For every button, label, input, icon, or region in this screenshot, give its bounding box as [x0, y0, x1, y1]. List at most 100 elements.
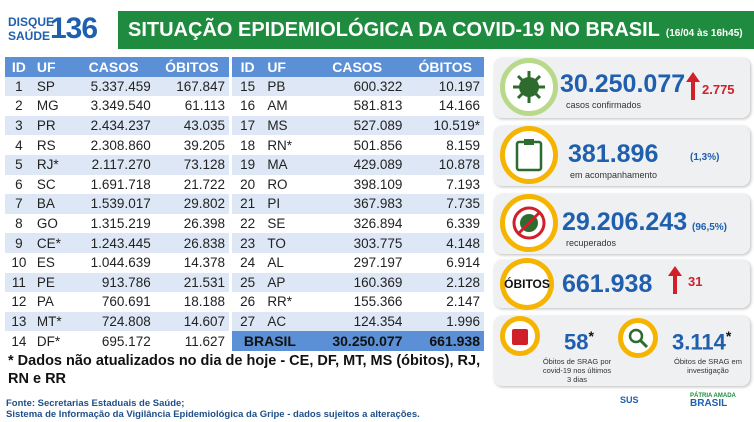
cell: 14.166: [438, 98, 480, 114]
cell: 61.113: [184, 98, 225, 114]
header-row: ID UF CASOS ÓBITOS: [232, 57, 484, 77]
cell: 39.205: [183, 137, 225, 153]
table-row: 9 CE* 1.243.445 26.838: [5, 233, 229, 253]
cell: 297.197: [353, 255, 403, 271]
cell: RN*: [267, 137, 293, 153]
cell: PE: [32, 272, 73, 293]
gov-logo: PÁTRIA AMADA BRASIL: [690, 392, 736, 409]
cell: 11: [5, 272, 33, 293]
cell: 5.337.459: [72, 76, 155, 97]
cell: MA: [263, 154, 308, 175]
cell: 11.627: [184, 333, 225, 349]
total-cell: BRASIL: [232, 331, 308, 351]
gov-top: PÁTRIA AMADA: [690, 393, 736, 399]
cell: PB: [263, 76, 308, 97]
cell: BA: [32, 194, 73, 214]
table-row: 23 TO 303.775 4.148: [232, 233, 484, 253]
cell: 3.349.540: [90, 98, 151, 114]
cell: 26: [240, 294, 256, 310]
logo-number: 136: [50, 12, 98, 45]
header-row: ID UF CASOS ÓBITOS: [5, 57, 229, 77]
table-row: 19 MA 429.089 10.878: [232, 154, 484, 175]
cell: 23: [232, 233, 264, 253]
sources: Fonte: Secretarias Estaduais de Saúde; S…: [6, 398, 420, 420]
srag-recent-label: Óbitos de SRAG por covid-19 nos últimos …: [542, 357, 612, 384]
cell: 15: [232, 76, 264, 97]
cell: 14.378: [183, 255, 225, 271]
monitoring-percent: (1,3%): [690, 152, 720, 163]
table-row: 20 RO 398.109 7.193: [232, 175, 484, 195]
asterisk: *: [588, 328, 594, 344]
cell: 695.172: [101, 333, 151, 349]
cell: 26.838: [154, 233, 229, 253]
cell: 20: [240, 176, 256, 192]
cell: 1.996: [406, 311, 484, 332]
column-header: ID: [232, 57, 264, 77]
cell: 1.243.445: [72, 233, 155, 253]
column-header: ÓBITOS: [406, 57, 484, 77]
table-row: 15 PB 600.322 10.197: [232, 76, 484, 97]
table-row: 14 DF* 695.172 11.627: [5, 331, 229, 351]
cell: MG: [36, 98, 59, 114]
cell: 160.369: [307, 272, 407, 293]
cell: GO: [36, 216, 58, 232]
table-row: 12 PA 760.691 18.188: [5, 292, 229, 312]
cell: 398.109: [353, 176, 403, 192]
cell: RS: [36, 137, 56, 153]
cell: 303.775: [307, 233, 407, 253]
source-line: Sistema de Informação da Vigilância Epid…: [6, 409, 420, 420]
cell: MS: [263, 115, 308, 136]
cell: 1.691.718: [90, 176, 151, 192]
up-arrow: [668, 266, 682, 294]
cell: DF*: [36, 333, 61, 349]
cell: AM: [267, 98, 288, 114]
cell: RR*: [267, 294, 293, 310]
icon: [500, 194, 558, 252]
cell: 21.531: [154, 272, 229, 293]
cell: 3: [5, 115, 33, 136]
cell: PR: [32, 115, 73, 136]
cell: 21: [232, 194, 264, 214]
cell: 8: [15, 216, 23, 232]
column-header: CASOS: [307, 57, 407, 77]
table-row: 25 AP 160.369 2.128: [232, 272, 484, 293]
cell: 9: [5, 233, 33, 253]
column-header: UF: [32, 57, 73, 77]
recovered-percent: (96,5%): [692, 222, 728, 233]
table-row: 6 SC 1.691.718 21.722: [5, 175, 229, 195]
table-row: 7 BA 1.539.017 29.802: [5, 194, 229, 214]
table-row: 24 AL 297.197 6.914: [232, 253, 484, 273]
cell: 6: [15, 176, 23, 192]
cell: SP: [32, 76, 73, 97]
cell: 18: [240, 137, 256, 153]
date: (16/04 às 16h45): [665, 28, 743, 39]
deaths-delta: 31: [688, 274, 703, 289]
table-row: 2 MG 3.349.540 61.113: [5, 96, 229, 116]
virus-icon: [513, 71, 545, 103]
table-row: 27 AC 124.354 1.996: [232, 311, 484, 332]
cell: AP: [263, 272, 308, 293]
icon: [500, 58, 558, 116]
icon: [500, 126, 558, 184]
up-arrow: [686, 72, 700, 100]
cell: 581.813: [353, 98, 403, 114]
srag-investigation-value: 3.114*: [672, 328, 731, 355]
cell: SC: [36, 176, 56, 192]
cell: MT*: [32, 311, 73, 332]
cell: 7.735: [406, 194, 484, 214]
icon: [500, 316, 540, 356]
cell: 155.366: [353, 294, 403, 310]
cell: 10.878: [406, 154, 484, 175]
cell: 19: [232, 154, 264, 175]
monitoring-value: 381.896: [568, 140, 659, 168]
deaths-value: 661.938: [562, 270, 653, 298]
column-header: ID: [5, 57, 33, 77]
srag-investigation-label: Óbitos de SRAG em investigação: [674, 357, 742, 375]
cell: ES: [36, 255, 55, 271]
cell: 6.339: [446, 216, 480, 232]
column-header: UF: [263, 57, 308, 77]
cell: 6.914: [446, 255, 480, 271]
cell: 7.193: [446, 176, 480, 192]
magnifier-icon: [628, 328, 649, 349]
cell: 12: [11, 294, 27, 310]
